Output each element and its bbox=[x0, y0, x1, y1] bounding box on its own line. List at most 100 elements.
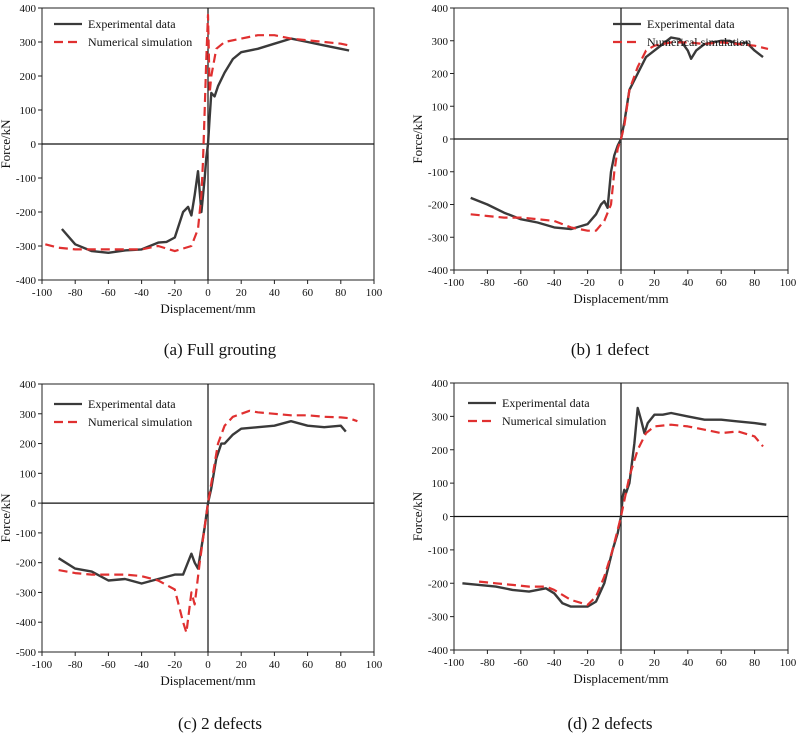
x-tick-label: -100 bbox=[32, 659, 53, 671]
y-tick-label: 200 bbox=[432, 69, 449, 81]
x-tick-label: -80 bbox=[68, 287, 83, 299]
legend-entry: Experimental data bbox=[502, 396, 590, 410]
x-axis-label: Displacement/mm bbox=[573, 671, 668, 686]
series-line-experimental bbox=[57, 420, 347, 585]
x-tick-label: 20 bbox=[649, 657, 661, 669]
x-tick-label: 60 bbox=[716, 657, 728, 669]
y-tick-label: 0 bbox=[31, 139, 37, 151]
x-tick-label: 40 bbox=[269, 659, 281, 671]
x-tick-label: -60 bbox=[513, 657, 528, 669]
y-tick-label: 400 bbox=[20, 379, 37, 391]
y-axis-label: Force/kN bbox=[410, 491, 425, 541]
series-line-simulation bbox=[470, 41, 769, 232]
y-tick-label: 100 bbox=[432, 478, 449, 490]
y-tick-label: 0 bbox=[31, 498, 37, 510]
chart-panel-d: -100 -80 -60 -40 -20 0 20 40 60 80 100-400-300-200… bbox=[410, 378, 797, 686]
legend-entry: Numerical simulation bbox=[502, 414, 606, 428]
x-tick-label: -100 bbox=[444, 657, 465, 669]
legend-entry: Experimental data bbox=[88, 397, 176, 411]
y-tick-label: 400 bbox=[432, 3, 449, 15]
y-tick-label: 400 bbox=[432, 378, 449, 390]
x-tick-label: 100 bbox=[366, 659, 383, 671]
y-axis-label: Force/kN bbox=[410, 114, 425, 164]
x-tick-label: 40 bbox=[269, 287, 281, 299]
y-tick-label: 200 bbox=[20, 71, 37, 83]
x-tick-label: -100 bbox=[32, 287, 53, 299]
y-tick-label: 300 bbox=[20, 37, 37, 49]
legend-entry: Experimental data bbox=[88, 17, 176, 31]
y-tick-label: 100 bbox=[432, 101, 449, 113]
x-tick-label: 100 bbox=[780, 277, 797, 289]
y-axis-label: Force/kN bbox=[0, 119, 13, 169]
y-tick-label: -200 bbox=[16, 207, 37, 219]
x-tick-label: -80 bbox=[480, 657, 495, 669]
y-tick-label: 200 bbox=[432, 445, 449, 457]
caption-c: (c) 2 defects bbox=[177, 714, 262, 733]
x-tick-label: 60 bbox=[716, 277, 728, 289]
y-tick-label: -100 bbox=[16, 528, 37, 540]
y-tick-label: -300 bbox=[428, 612, 449, 624]
legend-entry: Numerical simulation bbox=[88, 35, 192, 49]
y-tick-label: 300 bbox=[432, 411, 449, 423]
x-tick-label: 20 bbox=[236, 659, 248, 671]
series-line-simulation bbox=[45, 13, 350, 253]
chart-panel-a: -100 -80 -60 -40 -20 0 20 40 60 80 100-400-300-200… bbox=[0, 3, 383, 316]
x-tick-label: 0 bbox=[618, 657, 624, 669]
y-tick-label: 0 bbox=[443, 134, 449, 146]
x-tick-label: 60 bbox=[302, 659, 314, 671]
x-tick-label: 80 bbox=[335, 287, 347, 299]
x-tick-label: 40 bbox=[682, 277, 694, 289]
x-tick-label: 0 bbox=[205, 659, 211, 671]
y-tick-label: -300 bbox=[428, 232, 449, 244]
y-tick-label: -300 bbox=[16, 587, 37, 599]
caption-b: (b) 1 defect bbox=[570, 340, 650, 359]
x-axis-label: Displacement/mm bbox=[160, 673, 255, 688]
y-tick-label: -200 bbox=[428, 200, 449, 212]
x-tick-label: 80 bbox=[749, 657, 761, 669]
x-tick-label: 40 bbox=[682, 657, 694, 669]
x-tick-label: -60 bbox=[101, 659, 116, 671]
y-tick-label: -100 bbox=[428, 167, 449, 179]
y-tick-label: -500 bbox=[16, 647, 37, 659]
x-tick-label: -40 bbox=[547, 277, 562, 289]
x-tick-label: 20 bbox=[649, 277, 661, 289]
x-tick-label: -20 bbox=[167, 659, 182, 671]
legend-entry: Numerical simulation bbox=[88, 415, 192, 429]
y-tick-label: 100 bbox=[20, 105, 37, 117]
y-tick-label: 100 bbox=[20, 468, 37, 480]
y-tick-label: 200 bbox=[20, 439, 37, 451]
y-tick-label: -200 bbox=[16, 558, 37, 570]
x-tick-label: -80 bbox=[68, 659, 83, 671]
legend-entry: Experimental data bbox=[647, 17, 735, 31]
y-tick-label: 400 bbox=[20, 3, 37, 15]
y-tick-label: -100 bbox=[428, 545, 449, 557]
x-tick-label: -40 bbox=[134, 659, 149, 671]
chart-panel-b: -100 -80 -60 -40 -20 0 20 40 60 80 100-400-300-200… bbox=[410, 3, 797, 306]
x-tick-label: 0 bbox=[205, 287, 211, 299]
series-line-simulation bbox=[478, 423, 764, 606]
y-tick-label: -400 bbox=[428, 265, 449, 277]
x-tick-label: 80 bbox=[749, 277, 761, 289]
x-tick-label: 20 bbox=[236, 287, 248, 299]
x-tick-label: -60 bbox=[101, 287, 116, 299]
x-tick-label: 60 bbox=[302, 287, 314, 299]
x-tick-label: -40 bbox=[134, 287, 149, 299]
y-tick-label: -100 bbox=[16, 173, 37, 185]
x-axis-label: Displacement/mm bbox=[160, 301, 255, 316]
series-line-experimental bbox=[470, 36, 764, 231]
x-tick-label: -100 bbox=[444, 277, 465, 289]
y-tick-label: 300 bbox=[20, 409, 37, 421]
y-tick-label: -400 bbox=[16, 275, 37, 287]
x-tick-label: -20 bbox=[167, 287, 182, 299]
y-axis-label: Force/kN bbox=[0, 493, 13, 543]
x-tick-label: 0 bbox=[618, 277, 624, 289]
x-tick-label: -60 bbox=[513, 277, 528, 289]
y-tick-label: 300 bbox=[432, 36, 449, 48]
y-tick-label: 0 bbox=[443, 512, 449, 524]
chart-panel-c: -100 -80 -60 -40 -20 0 20 40 60 80 100-500-400-300… bbox=[0, 379, 383, 688]
x-tick-label: 100 bbox=[366, 287, 383, 299]
y-tick-label: -400 bbox=[428, 645, 449, 657]
caption-a: (a) Full grouting bbox=[163, 340, 277, 359]
y-tick-label: -400 bbox=[16, 617, 37, 629]
